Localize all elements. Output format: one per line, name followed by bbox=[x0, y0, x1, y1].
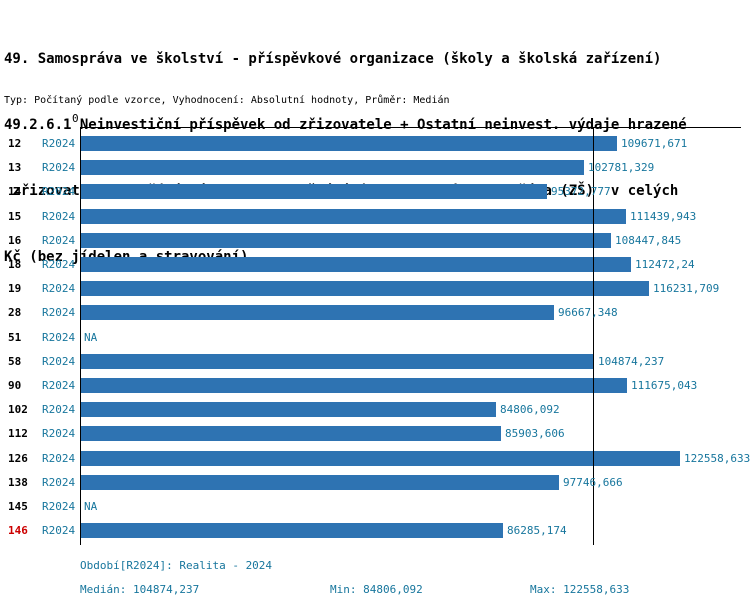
row-id-label: 28 bbox=[8, 306, 22, 320]
row-period-label: R2024 bbox=[42, 161, 76, 175]
bar-row: 18 R2024 112472,24 bbox=[0, 254, 750, 278]
bar bbox=[81, 378, 627, 393]
row-period-label: R2024 bbox=[42, 524, 76, 538]
bar bbox=[81, 474, 559, 490]
row-id-label: 19 bbox=[8, 282, 22, 296]
footer-median: Medián: 104874,237 bbox=[80, 583, 200, 596]
row-period-label: R2024 bbox=[42, 475, 76, 489]
bar bbox=[81, 232, 611, 248]
na-label: NA bbox=[84, 500, 98, 513]
row-period-label: R2024 bbox=[42, 137, 76, 150]
row-period-label: R2024 bbox=[42, 403, 76, 417]
bar-row: 58 R2024 104874,237 bbox=[0, 351, 750, 375]
bar-value-label: 104874,237 bbox=[598, 354, 665, 368]
row-period-label: R2024 bbox=[42, 427, 76, 441]
bar-row: 28 R2024 96667,348 bbox=[0, 302, 750, 326]
bar-row: 112 R2024 85903,606 bbox=[0, 423, 750, 447]
bar bbox=[81, 257, 631, 272]
row-id-label: 18 bbox=[8, 258, 22, 271]
bar-row: 145 R2024 NA bbox=[0, 496, 750, 520]
bar bbox=[81, 402, 496, 418]
row-period-label: R2024 bbox=[42, 379, 76, 392]
row-period-label: R2024 bbox=[42, 185, 76, 199]
bar-row: 12 R2024 109671,671 bbox=[0, 133, 750, 157]
row-period-label: R2024 bbox=[42, 330, 76, 344]
row-id-label: 15 bbox=[8, 209, 22, 223]
chart-title-line-1: 49. Samospráva ve školství - příspěvkové… bbox=[4, 51, 662, 67]
bar-value-label: 111675,043 bbox=[631, 379, 698, 392]
bar bbox=[81, 353, 594, 369]
row-period-label: R2024 bbox=[42, 233, 76, 247]
row-period-label: R2024 bbox=[42, 451, 76, 465]
median-line bbox=[593, 127, 594, 545]
bar-row: 19 R2024 116231,709 bbox=[0, 278, 750, 302]
bar bbox=[81, 281, 649, 297]
row-id-label: 138 bbox=[8, 475, 28, 489]
row-id-label: 146 bbox=[8, 524, 28, 538]
bar-value-label: 96667,348 bbox=[558, 306, 618, 320]
row-id-label: 13 bbox=[8, 161, 22, 175]
bar-row: 90 R2024 111675,043 bbox=[0, 375, 750, 399]
bar bbox=[81, 184, 547, 200]
bar-row: 16 R2024 108447,845 bbox=[0, 230, 750, 254]
row-id-label: 51 bbox=[8, 330, 22, 344]
row-period-label: R2024 bbox=[42, 500, 76, 513]
row-period-label: R2024 bbox=[42, 258, 76, 271]
row-id-label: 16 bbox=[8, 233, 22, 247]
bar-value-label: 97746,666 bbox=[563, 475, 623, 489]
bar-value-label: 108447,845 bbox=[615, 233, 682, 247]
row-id-label: 58 bbox=[8, 354, 22, 368]
row-period-label: R2024 bbox=[42, 282, 76, 296]
bar-row: 13 R2024 102781,329 bbox=[0, 157, 750, 181]
bar-row: 15 R2024 111439,943 bbox=[0, 206, 750, 230]
row-period-label: R2024 bbox=[42, 209, 76, 223]
row-id-label: 90 bbox=[8, 379, 22, 392]
bar-value-label: 111439,943 bbox=[630, 209, 697, 223]
row-id-label: 145 bbox=[8, 500, 28, 513]
bar bbox=[81, 136, 617, 151]
bar bbox=[81, 523, 503, 539]
axis-zero-label: 0 bbox=[72, 112, 79, 125]
bar-value-label: 109671,671 bbox=[621, 137, 688, 150]
chart-title-line-2: 49.2.6.1 Neinvestiční příspěvek od zřizo… bbox=[4, 117, 687, 133]
bar-value-label: 102781,329 bbox=[588, 161, 655, 175]
footer-min: Min: 84806,092 bbox=[330, 583, 423, 596]
bar-row: 51 R2024 NA bbox=[0, 327, 750, 351]
plot-area: 12 R2024 109671,671 13 R2024 102781,329 14 R202… bbox=[0, 127, 750, 545]
row-id-label: 12 bbox=[8, 137, 22, 150]
bar-value-label: 116231,709 bbox=[653, 282, 720, 296]
bar-row: 126 R2024 122558,633 bbox=[0, 448, 750, 472]
na-label: NA bbox=[84, 330, 98, 344]
bar bbox=[81, 426, 501, 442]
row-id-label: 102 bbox=[8, 403, 28, 417]
bar-row: 146 R2024 86285,174 bbox=[0, 520, 750, 544]
row-id-label: 112 bbox=[8, 427, 28, 441]
y-axis-line bbox=[80, 127, 81, 545]
bar bbox=[81, 208, 626, 224]
row-period-label: R2024 bbox=[42, 306, 76, 320]
row-period-label: R2024 bbox=[42, 354, 76, 368]
row-id-label: 126 bbox=[8, 451, 28, 465]
footer-max: Max: 122558,633 bbox=[530, 583, 630, 596]
chart-subtitle: Typ: Počítaný podle vzorce, Vyhodnocení:… bbox=[4, 95, 450, 106]
bar-row: 14 R2024 95372,777 bbox=[0, 181, 750, 205]
bar bbox=[81, 450, 680, 466]
bar-value-label: 84806,092 bbox=[500, 403, 560, 417]
bar-row: 138 R2024 97746,666 bbox=[0, 472, 750, 496]
bar-value-label: 122558,633 bbox=[684, 451, 750, 465]
bar-row: 102 R2024 84806,092 bbox=[0, 399, 750, 423]
bar bbox=[81, 160, 584, 176]
bar-value-label: 95372,777 bbox=[551, 185, 611, 199]
bar-value-label: 112472,24 bbox=[635, 258, 695, 271]
bar-value-label: 85903,606 bbox=[505, 427, 565, 441]
footer-period: Období[R2024]: Realita - 2024 bbox=[80, 559, 273, 572]
top-axis-line bbox=[80, 127, 741, 128]
bar bbox=[81, 305, 554, 321]
bar-value-label: 86285,174 bbox=[507, 524, 567, 538]
row-id-label: 14 bbox=[8, 185, 22, 199]
